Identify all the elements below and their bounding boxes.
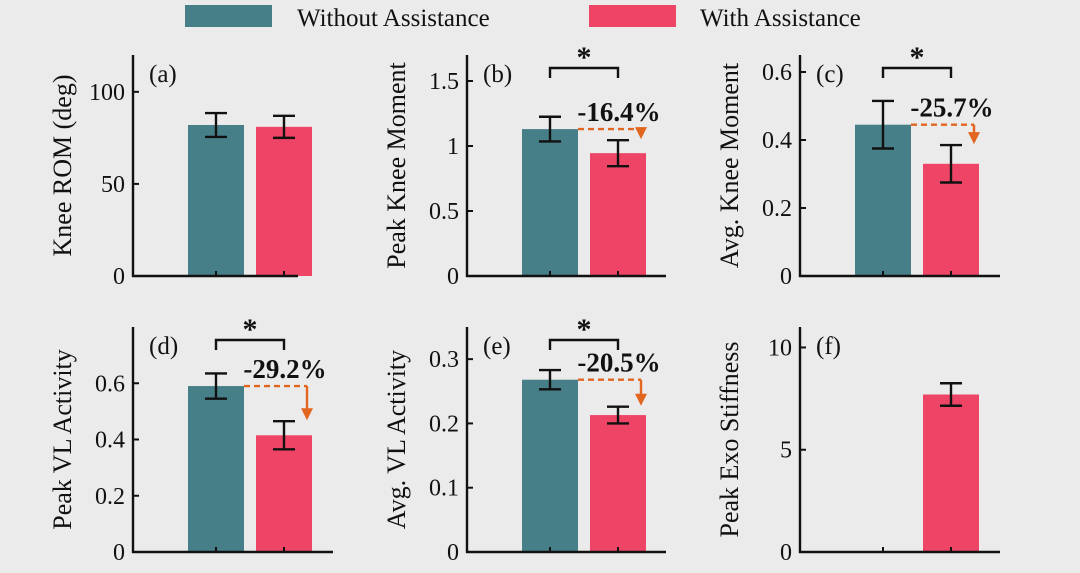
reduction-percentage: -20.5% [577, 348, 660, 378]
significance-star: * [910, 41, 925, 74]
y-tick-label: 1.5 [429, 69, 459, 95]
legend: Without Assistance With Assistance [185, 5, 861, 32]
y-tick-label: 0 [113, 540, 125, 566]
y-tick-label: 0.2 [95, 484, 125, 510]
y-tick-label: 0.1 [429, 476, 459, 502]
reduction-arrow-head [301, 408, 313, 421]
panel-label: (d) [149, 333, 178, 360]
y-tick-label: 0 [447, 264, 459, 290]
significance-star: * [577, 41, 592, 74]
y-tick-label: 0.2 [429, 411, 459, 437]
bar-with-assistance [590, 415, 646, 552]
y-axis-label: Knee ROM (deg) [48, 75, 77, 257]
bar-with-assistance [590, 153, 646, 276]
significance-bracket [214, 338, 286, 350]
y-tick-label: 0 [780, 540, 792, 566]
significance-bracket [548, 338, 620, 350]
bar-without-assistance [522, 379, 578, 552]
y-tick-label: 0 [113, 264, 125, 290]
chart-panel-6: 0 5 10 Peak Exo Stiffness (f) [715, 327, 1000, 566]
panel-label: (b) [483, 61, 512, 88]
legend-swatch-without [185, 5, 272, 27]
reduction-arrow-head [635, 127, 647, 140]
reduction-arrow-head [635, 393, 647, 406]
y-axis-label: Avg. Knee Moment [715, 62, 744, 268]
panel-label: (f) [816, 333, 841, 360]
bar-with-assistance [256, 126, 312, 276]
legend-label-without: Without Assistance [297, 5, 490, 32]
y-axis-label: Peak Exo Stiffness [715, 342, 744, 538]
significance-star: * [577, 313, 592, 346]
y-axis-label: Avg. VL Activity [382, 350, 411, 529]
y-tick-label: 1 [447, 134, 459, 160]
legend-swatch-with [589, 5, 676, 27]
y-axis-label: Peak Knee Moment [382, 61, 411, 268]
y-tick-label: 0.4 [762, 128, 792, 154]
y-tick-label: 0.2 [762, 196, 792, 222]
y-tick-label: 0 [447, 540, 459, 566]
panel-label: (c) [816, 61, 844, 88]
chart-panel-4: 0 0.2 0.4 0.6 Peak VL Activity (d) * -29.2% [48, 313, 333, 566]
y-tick-label: 100 [89, 80, 125, 106]
y-tick-label: 0.3 [429, 347, 459, 373]
significance-bracket [881, 66, 953, 78]
significance-bracket [548, 66, 620, 78]
y-tick-label: 0.6 [762, 60, 792, 86]
panel-label: (a) [149, 61, 177, 88]
chart-panel-5: 0 0.1 0.2 0.3 Avg. VL Activity (e) *-20.5% [382, 313, 666, 566]
reduction-percentage: -25.7% [910, 93, 993, 123]
bar-without-assistance [855, 124, 911, 276]
reduction-percentage: -16.4% [577, 97, 660, 127]
y-tick-label: 10 [768, 335, 792, 361]
y-tick-label: 0.4 [95, 428, 125, 454]
chart-panel-1: 0 50 100 Knee ROM (deg) (a) [48, 55, 312, 290]
chart-panel-2: 0 0.5 1 1.5 Peak Knee Moment (b) * -16.4% [382, 41, 666, 290]
chart-panel-3: 0 0.2 0.4 0.6 Avg. Knee Moment (c) * -25.7% [715, 41, 1000, 290]
y-tick-label: 50 [101, 172, 125, 198]
legend-label-with: With Assistance [700, 5, 861, 32]
y-tick-label: 0 [780, 264, 792, 290]
y-tick-label: 0.5 [429, 199, 459, 225]
bar-with-assistance [923, 394, 979, 552]
bar-without-assistance [188, 124, 244, 276]
bar-without-assistance [522, 129, 578, 276]
reduction-percentage: -29.2% [243, 354, 326, 384]
y-tick-label: 0.6 [95, 371, 125, 397]
y-tick-label: 5 [780, 438, 792, 464]
panel-label: (e) [483, 333, 511, 360]
bar-with-assistance [256, 435, 312, 552]
y-axis-label: Peak VL Activity [48, 349, 77, 530]
significance-star: * [243, 313, 258, 346]
bar-without-assistance [188, 386, 244, 552]
reduction-arrow-head [968, 132, 980, 145]
